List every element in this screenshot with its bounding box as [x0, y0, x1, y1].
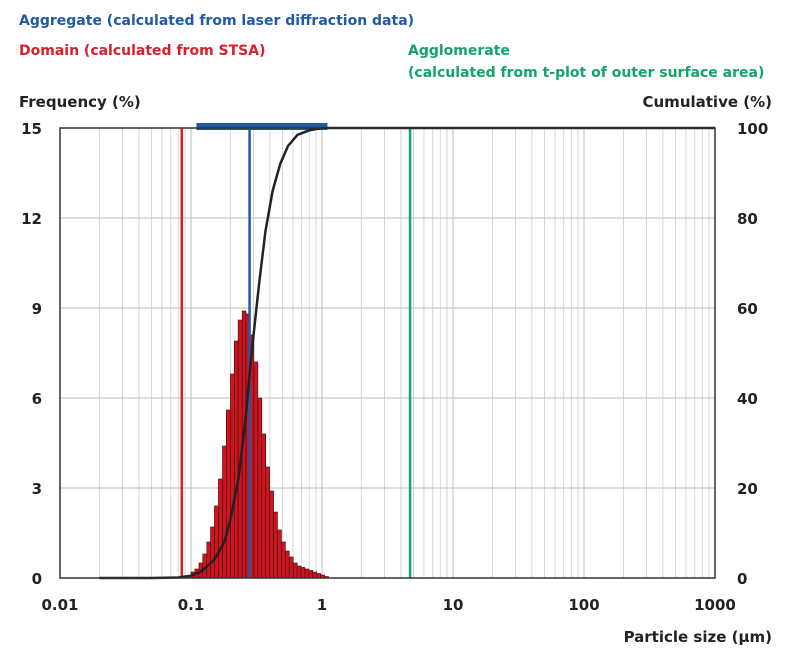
plot-frame — [59, 127, 716, 579]
legend-agglomerate: Agglomerate — [408, 43, 510, 59]
frequency-bar — [218, 478, 223, 579]
y-left-axis-label: Frequency (%) — [19, 93, 141, 111]
frequency-bar — [292, 562, 298, 579]
y-left-tick-label: 6 — [32, 390, 42, 408]
x-axis-label: Particle size (μm) — [623, 628, 772, 646]
x-tick-label: 1000 — [694, 596, 736, 614]
y-left-tick-label: 0 — [32, 570, 42, 588]
frequency-bar — [226, 409, 231, 579]
frequency-bar — [300, 567, 306, 579]
frequency-bar — [277, 529, 282, 579]
frequency-bar — [285, 550, 290, 579]
y-right-tick-label: 0 — [737, 570, 747, 588]
frequency-bar — [214, 505, 219, 579]
y-right-tick-label: 100 — [737, 120, 768, 138]
y-right-tick-label: 20 — [737, 480, 758, 498]
x-tick-label: 0.1 — [178, 596, 205, 614]
x-tick-label: 0.01 — [41, 596, 78, 614]
cumulative-line — [99, 126, 715, 580]
frequency-bar — [281, 541, 286, 579]
legend-aggregate: Aggregate (calculated from laser diffrac… — [19, 13, 415, 29]
y-left-tick-label: 15 — [21, 120, 42, 138]
frequency-bar — [265, 466, 270, 579]
x-tick-label: 10 — [443, 596, 464, 614]
x-tick-label: 100 — [568, 596, 599, 614]
y-right-axis-label: Cumulative (%) — [642, 93, 773, 111]
frequency-bar — [210, 526, 215, 579]
y-right-tick-label: 40 — [737, 390, 758, 408]
x-tick-label: 1 — [317, 596, 327, 614]
y-right-tick-label: 60 — [737, 300, 758, 318]
y-right-tick-label: 80 — [737, 210, 758, 228]
aggregate-range-bar — [196, 123, 328, 130]
frequency-bar — [308, 570, 314, 579]
frequency-bar — [222, 445, 227, 579]
frequency-bar — [253, 361, 259, 579]
frequency-bar — [273, 511, 278, 579]
y-left-tick-label: 12 — [21, 210, 42, 228]
y-left-tick-label: 3 — [32, 480, 42, 498]
frequency-bar — [296, 565, 302, 579]
frequency-bar — [312, 571, 318, 579]
frequency-bar — [261, 433, 267, 579]
frequency-bars — [190, 310, 329, 579]
frequency-bar — [206, 541, 211, 579]
frequency-bar — [288, 556, 294, 579]
frequency-bar — [257, 397, 263, 579]
legend-domain: Domain (calculated from STSA) — [19, 43, 266, 59]
frequency-bar — [230, 373, 235, 579]
frequency-bar — [304, 568, 310, 579]
markers — [180, 123, 412, 578]
frequency-bar — [233, 340, 239, 579]
y-left-tick-label: 9 — [32, 300, 42, 318]
legend-agglomerate-sublabel: (calculated from t-plot of outer surface… — [408, 65, 765, 81]
grid — [59, 127, 715, 579]
frequency-bar — [269, 490, 274, 579]
tick-labels: 0 3 6 9 12 15 0 20 40 60 80 100 0.01 0.1 1 10 100 1000 — [21, 120, 768, 614]
